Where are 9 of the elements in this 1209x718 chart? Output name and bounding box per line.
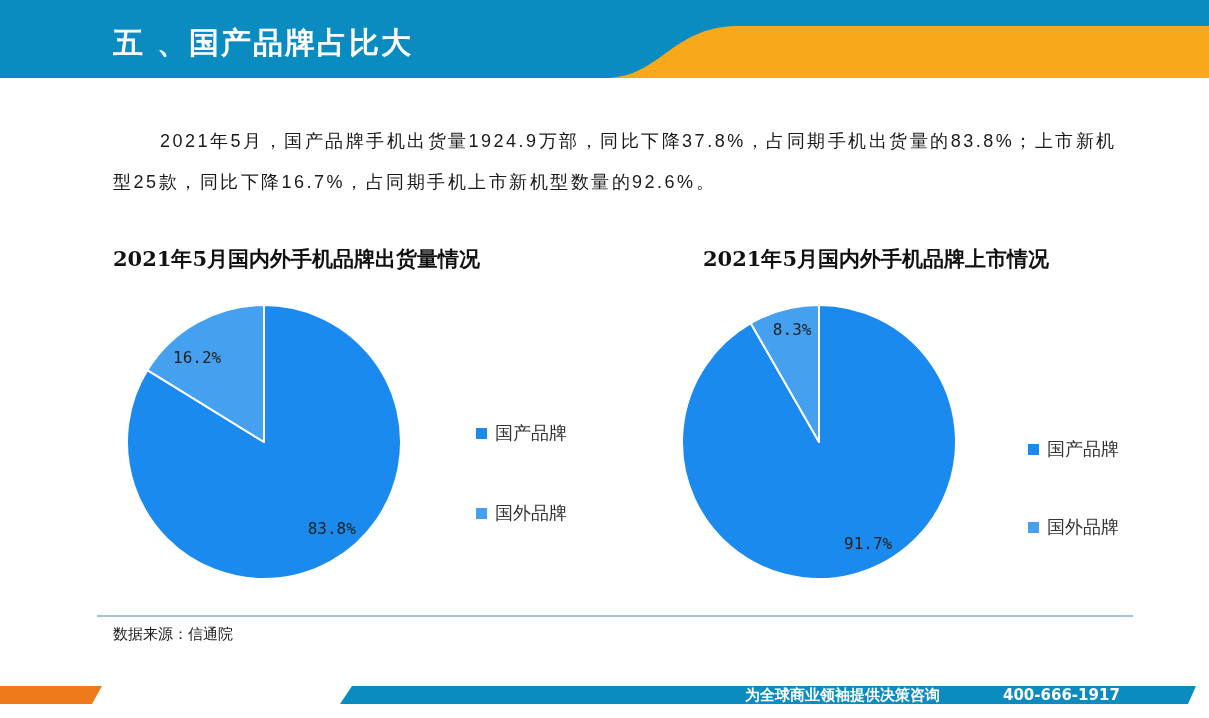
legend-label: 国产品牌 — [1047, 438, 1119, 459]
legend-label: 国外品牌 — [495, 502, 567, 523]
annotation: 400-666-1917 — [1003, 686, 1120, 704]
annotation: 数据来源：信通院 — [113, 625, 233, 643]
legend-label: 国产品牌 — [495, 422, 567, 443]
subtitle: 2021年5月，国产品牌手机出货量1924.9万部，同比下降37.8%，占同期手机出货量的83.8%；上市新机型25款，同比下降16.7%，占同期手机上市新机型数量的92.6%。 — [113, 130, 1118, 194]
annotation: 为全球商业领袖提供决策咨询 — [745, 686, 940, 704]
legend-label: 国外品牌 — [1047, 516, 1119, 537]
title: 五 、国产品牌占比大 — [113, 25, 414, 60]
